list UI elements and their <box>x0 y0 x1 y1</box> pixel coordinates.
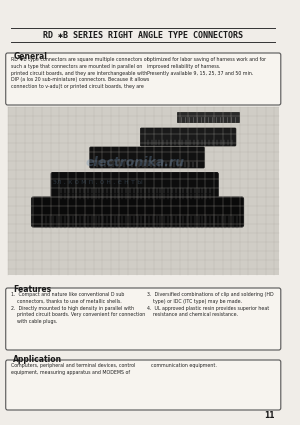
Text: communication equipment.: communication equipment. <box>151 363 217 368</box>
FancyBboxPatch shape <box>90 147 204 168</box>
Text: electronika.ru: electronika.ru <box>86 156 185 168</box>
Text: Features: Features <box>14 285 52 294</box>
Text: Computers, peripheral and terminal devices, control
equipment, measuring apparat: Computers, peripheral and terminal devic… <box>11 363 136 375</box>
Bar <box>8 107 279 275</box>
Text: General: General <box>14 52 47 61</box>
FancyBboxPatch shape <box>6 360 281 410</box>
Text: 1.  Compact and nature like conventional D sub
    connectors, thanks to use of : 1. Compact and nature like conventional … <box>11 292 146 324</box>
Text: эл . к о м п . о н . е н т ы: эл . к о м п . о н . е н т ы <box>52 179 142 185</box>
FancyBboxPatch shape <box>32 197 244 227</box>
FancyBboxPatch shape <box>51 173 218 198</box>
Text: optimized for labor saving of harness work and for
improved reliability of harne: optimized for labor saving of harness wo… <box>147 57 266 76</box>
Text: RD ✱B SERIES RIGHT ANGLE TYPE CONNECTORS: RD ✱B SERIES RIGHT ANGLE TYPE CONNECTORS <box>43 31 243 40</box>
Text: 11: 11 <box>265 411 275 420</box>
Text: RD ✱B type connectors are square multiple connectors of
such a type that connect: RD ✱B type connectors are square multipl… <box>11 57 150 89</box>
FancyBboxPatch shape <box>6 288 281 350</box>
FancyBboxPatch shape <box>140 128 236 146</box>
Bar <box>177 112 239 122</box>
FancyBboxPatch shape <box>6 53 281 105</box>
Text: Application: Application <box>14 355 62 364</box>
Text: 3.  Diversified combinations of clip and soldering (HD
    type) or IDC (ITC typ: 3. Diversified combinations of clip and … <box>147 292 274 317</box>
